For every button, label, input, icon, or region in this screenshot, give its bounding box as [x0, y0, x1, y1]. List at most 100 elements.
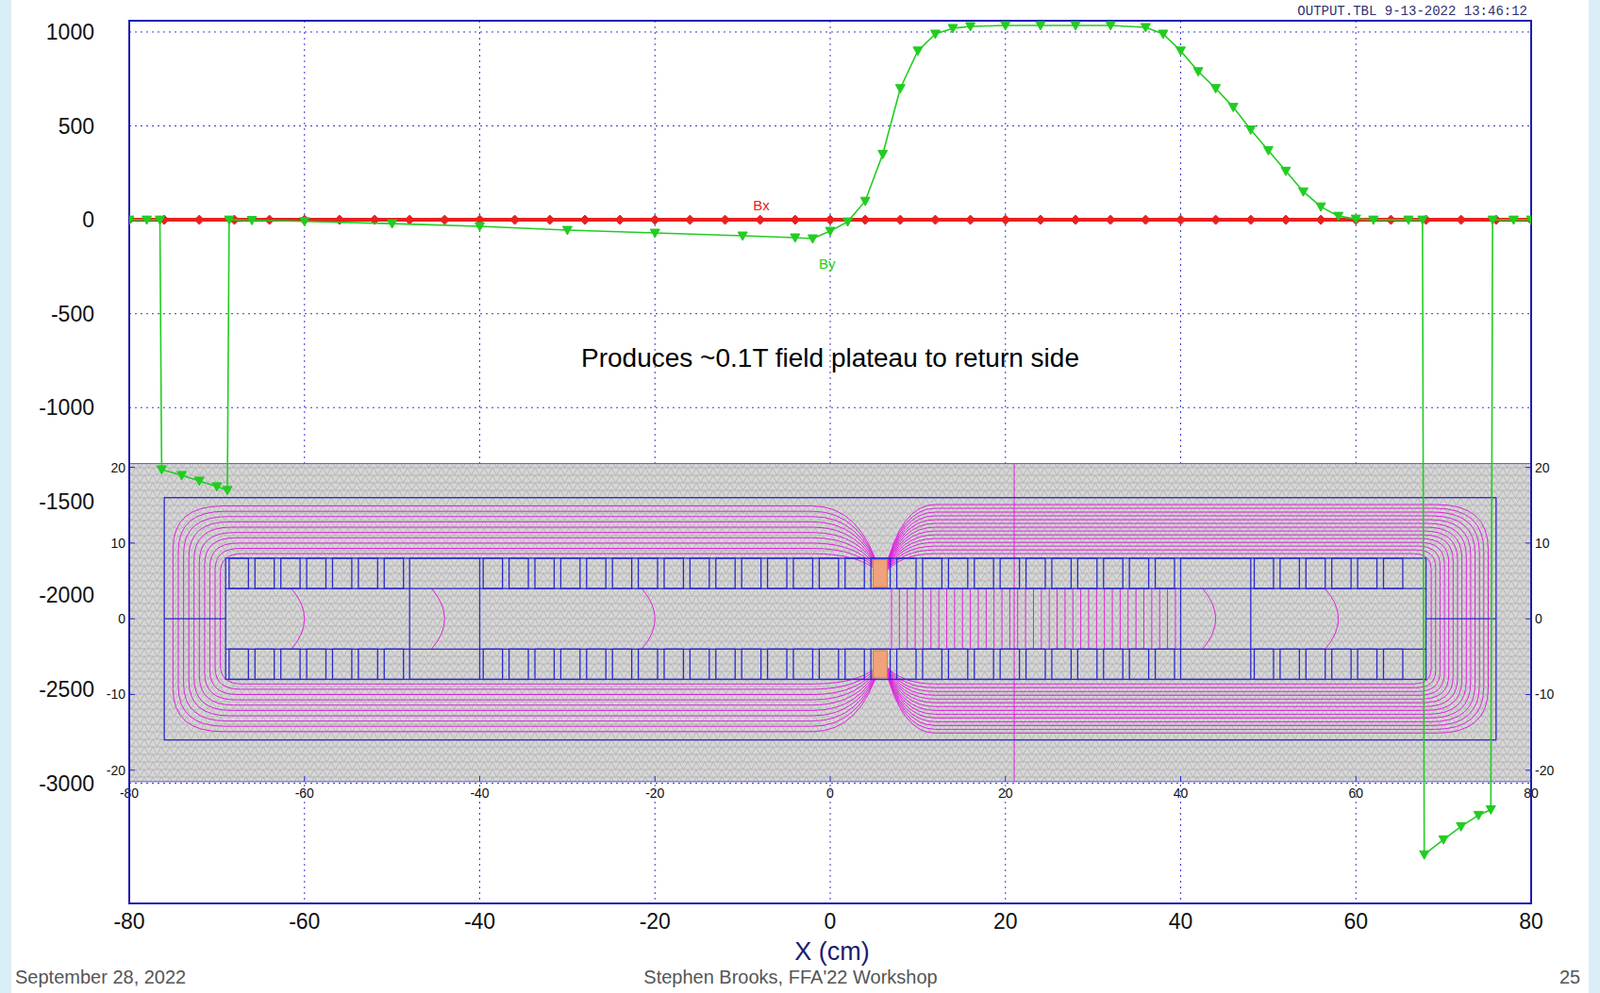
inset-x-tick: [1004, 776, 1006, 783]
cell: [689, 558, 709, 589]
mesh-area: [129, 464, 1532, 783]
cell: [534, 649, 554, 680]
series-marker: [878, 150, 888, 159]
series-marker: [1456, 215, 1467, 225]
cell: [254, 649, 274, 680]
cell: [1305, 649, 1325, 680]
field-line: [884, 538, 1450, 700]
series-marker: [155, 216, 166, 225]
field-line: [899, 588, 900, 650]
cell: [483, 649, 502, 680]
series-marker: [129, 216, 134, 225]
cell: [1051, 649, 1071, 680]
inset-x-tick: [479, 776, 481, 783]
y-grid-line: [129, 125, 1532, 127]
series-marker: [966, 22, 976, 32]
mid-line: [164, 618, 226, 620]
cell: [664, 558, 684, 589]
series-marker: [1456, 822, 1467, 832]
series-marker: [224, 216, 234, 225]
inset-y-tick-label: -10: [1534, 686, 1554, 702]
series-marker: [825, 227, 835, 236]
series-marker: [615, 215, 625, 225]
inset-y-tick-label: 20: [1534, 460, 1550, 476]
series-marker: [1140, 215, 1150, 225]
x-tick-label: -20: [639, 909, 671, 934]
series-marker: [1035, 21, 1046, 31]
series-marker: [1333, 212, 1344, 221]
inset-x-tick-label: -60: [295, 785, 315, 801]
inset-y-tick-label: 10: [110, 535, 126, 551]
series-marker: [895, 215, 905, 225]
series-marker: [684, 215, 695, 225]
field-line: [930, 588, 932, 650]
field-line: [884, 519, 1471, 718]
series-marker: [1246, 215, 1256, 225]
series-marker: [580, 215, 590, 225]
cell: [974, 649, 994, 680]
field-line: [291, 588, 305, 650]
cell: [1129, 558, 1149, 589]
cell: [870, 558, 890, 589]
cell: [1155, 558, 1175, 589]
field-line: [1325, 588, 1339, 650]
series-marker: [1035, 215, 1046, 225]
cell: [383, 649, 403, 680]
series-marker: [1070, 215, 1081, 225]
cell: [1077, 558, 1097, 589]
cell: [1383, 558, 1403, 589]
cell: [716, 558, 735, 589]
series-marker: [1485, 805, 1496, 815]
series-marker: [807, 234, 817, 244]
series-marker: [439, 215, 450, 225]
series-marker: [475, 222, 485, 232]
series-label: Bx: [752, 197, 770, 214]
field-line: [884, 542, 1446, 696]
inset-y-tick-label: 0: [117, 611, 126, 627]
field-line: [172, 506, 881, 733]
series-marker: [650, 215, 660, 225]
cell: [332, 649, 351, 680]
series-marker: [1417, 216, 1428, 225]
inset-x-tick: [654, 776, 656, 783]
cell: [1280, 558, 1300, 589]
cell: [306, 558, 326, 589]
y-tick-label: -500: [50, 301, 95, 327]
field-line: [1033, 588, 1034, 650]
y-tick-label: -2500: [38, 677, 95, 702]
field-line: [884, 508, 1484, 730]
inset-y-tick-label: 0: [1534, 611, 1543, 627]
field-line: [1064, 588, 1066, 650]
field-line: [188, 521, 881, 717]
series-marker: [843, 217, 853, 227]
cell: [845, 558, 865, 589]
cell: [306, 649, 326, 680]
cell: [897, 558, 917, 589]
series-marker: [895, 84, 905, 94]
field-line: [194, 527, 881, 711]
cell: [509, 558, 529, 589]
cell: [281, 649, 300, 680]
outer-boundary: [164, 498, 1497, 741]
series-marker: [212, 483, 222, 492]
series-marker: [194, 477, 204, 486]
series-marker: [1526, 216, 1532, 225]
cell: [1026, 558, 1046, 589]
field-line: [884, 553, 1433, 684]
block: [409, 558, 480, 680]
series-marker: [545, 215, 555, 225]
field-line: [1056, 588, 1058, 650]
slide: -3000-2500-2000-1500-1000-50005001000-80…: [0, 0, 1600, 993]
cell: [1254, 649, 1274, 680]
field-line: [953, 588, 955, 650]
series-marker: [1105, 215, 1116, 225]
cell: [1026, 649, 1046, 680]
x-tick-label: 60: [1343, 909, 1368, 934]
cell: [1357, 558, 1377, 589]
series-marker: [142, 216, 152, 225]
y-grid-line: [129, 783, 1532, 784]
cell: [1305, 558, 1325, 589]
series-marker: [1140, 23, 1150, 33]
field-line: [1025, 588, 1027, 650]
field-line: [1009, 588, 1011, 650]
